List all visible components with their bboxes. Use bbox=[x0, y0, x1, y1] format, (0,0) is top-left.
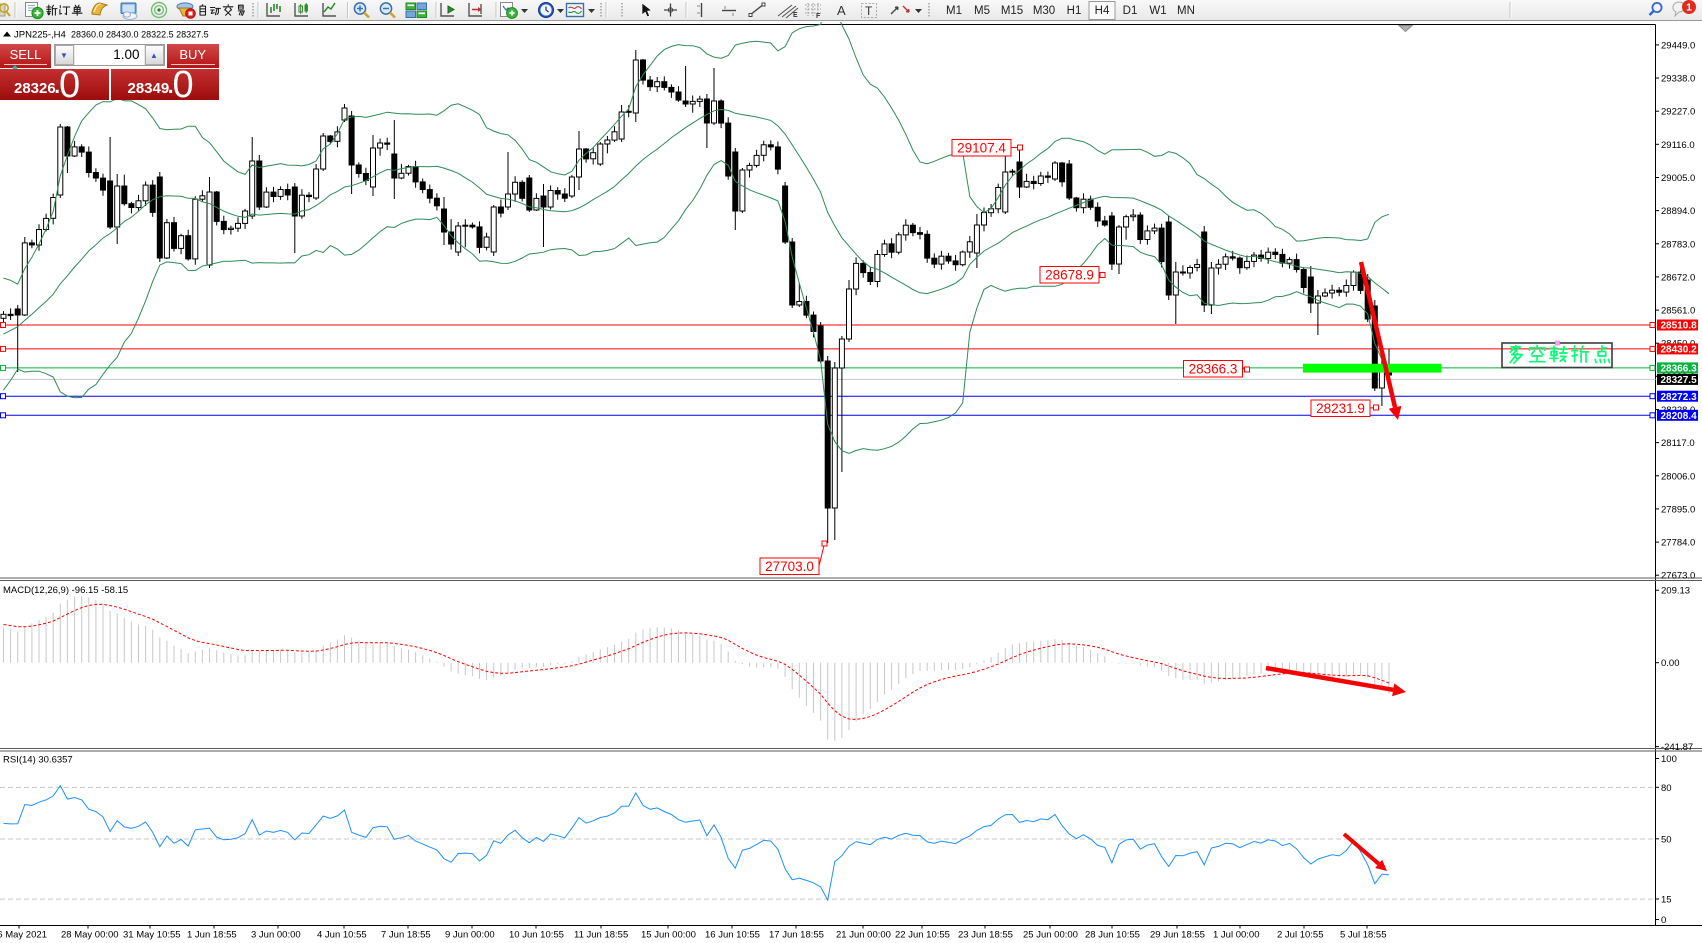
svg-text:11 Jun 18:55: 11 Jun 18:55 bbox=[574, 930, 628, 941]
svg-text:7 Jun 18:55: 7 Jun 18:55 bbox=[381, 930, 431, 941]
svg-text:28231.9: 28231.9 bbox=[1316, 401, 1365, 416]
svg-text:T: T bbox=[865, 4, 873, 18]
svg-text:H1: H1 bbox=[1067, 5, 1082, 17]
svg-text:28510.8: 28510.8 bbox=[1661, 321, 1698, 332]
svg-text:100: 100 bbox=[1661, 754, 1677, 765]
svg-text:D1: D1 bbox=[1123, 5, 1138, 17]
svg-text:10 Jun 10:55: 10 Jun 10:55 bbox=[509, 930, 564, 941]
svg-text:22 Jun 10:55: 22 Jun 10:55 bbox=[895, 930, 950, 941]
svg-text:23 Jun 18:55: 23 Jun 18:55 bbox=[958, 930, 1013, 941]
svg-text:27673.0: 27673.0 bbox=[1661, 571, 1695, 582]
svg-text:-241.87: -241.87 bbox=[1661, 742, 1693, 753]
svg-text:29005.0: 29005.0 bbox=[1661, 173, 1695, 184]
svg-text:27895.0: 27895.0 bbox=[1661, 504, 1695, 515]
svg-text:29107.4: 29107.4 bbox=[957, 141, 1006, 156]
svg-text:17 Jun 18:55: 17 Jun 18:55 bbox=[769, 930, 824, 941]
svg-text:M5: M5 bbox=[974, 5, 990, 17]
svg-text:1 Jul 00:00: 1 Jul 00:00 bbox=[1213, 930, 1259, 941]
svg-text:JPN225-,H4: JPN225-,H4 bbox=[14, 30, 66, 41]
svg-text:28208.4: 28208.4 bbox=[1661, 411, 1698, 422]
svg-text:0.00: 0.00 bbox=[1661, 658, 1680, 669]
svg-text:4 Jun 10:55: 4 Jun 10:55 bbox=[317, 930, 367, 941]
svg-text:209.13: 209.13 bbox=[1661, 586, 1690, 597]
svg-text:29449.0: 29449.0 bbox=[1661, 40, 1695, 51]
svg-text:28327.5: 28327.5 bbox=[1661, 375, 1698, 386]
svg-text:28783.0: 28783.0 bbox=[1661, 239, 1695, 250]
svg-text:M15: M15 bbox=[1001, 5, 1023, 17]
svg-text:28366.3: 28366.3 bbox=[1189, 362, 1238, 377]
svg-text:28672.0: 28672.0 bbox=[1661, 272, 1695, 283]
svg-text:9 Jun 00:00: 9 Jun 00:00 bbox=[445, 930, 495, 941]
svg-text:16 Jun 10:55: 16 Jun 10:55 bbox=[705, 930, 760, 941]
svg-text:1 Jun 18:55: 1 Jun 18:55 bbox=[187, 930, 237, 941]
svg-text:29116.0: 29116.0 bbox=[1661, 140, 1695, 151]
svg-text:M30: M30 bbox=[1033, 5, 1055, 17]
svg-text:25 Jun 00:00: 25 Jun 00:00 bbox=[1023, 930, 1078, 941]
svg-text:5 Jul 18:55: 5 Jul 18:55 bbox=[1340, 930, 1386, 941]
svg-text:29338.0: 29338.0 bbox=[1661, 74, 1695, 85]
svg-text:28678.9: 28678.9 bbox=[1045, 268, 1094, 283]
svg-text:28272.3: 28272.3 bbox=[1661, 392, 1698, 403]
svg-text:28430.2: 28430.2 bbox=[1661, 345, 1698, 356]
svg-text:15 Jun 00:00: 15 Jun 00:00 bbox=[641, 930, 696, 941]
svg-text:28 May 00:00: 28 May 00:00 bbox=[61, 930, 119, 941]
svg-text:RSI(14) 30.6357: RSI(14) 30.6357 bbox=[3, 755, 73, 766]
svg-text:A: A bbox=[837, 3, 846, 18]
svg-text:28894.0: 28894.0 bbox=[1661, 206, 1695, 217]
svg-text:1: 1 bbox=[1686, 2, 1692, 14]
svg-text:M1: M1 bbox=[946, 5, 962, 17]
svg-text:E: E bbox=[793, 12, 798, 19]
svg-text:F: F bbox=[816, 13, 821, 20]
svg-text:80: 80 bbox=[1661, 783, 1672, 794]
svg-text:MACD(12,26,9) -96.15 -58.15: MACD(12,26,9) -96.15 -58.15 bbox=[3, 585, 128, 596]
svg-text:29227.0: 29227.0 bbox=[1661, 107, 1695, 118]
svg-text:27703.0: 27703.0 bbox=[765, 559, 814, 574]
svg-text:MN: MN bbox=[1177, 5, 1195, 17]
svg-text:H4: H4 bbox=[1095, 5, 1110, 17]
svg-text:28117.0: 28117.0 bbox=[1661, 438, 1695, 449]
svg-text:50: 50 bbox=[1661, 834, 1672, 845]
svg-text:28 Jun 10:55: 28 Jun 10:55 bbox=[1085, 930, 1140, 941]
svg-text:W1: W1 bbox=[1149, 5, 1166, 17]
svg-text:28006.0: 28006.0 bbox=[1661, 471, 1695, 482]
svg-text:27784.0: 27784.0 bbox=[1661, 538, 1695, 549]
svg-text:28360.0 28430.0 28322.5 28327.: 28360.0 28430.0 28322.5 28327.5 bbox=[71, 30, 209, 40]
svg-text:28561.0: 28561.0 bbox=[1661, 306, 1695, 317]
svg-text:0: 0 bbox=[1661, 915, 1666, 926]
svg-text:28366.3: 28366.3 bbox=[1661, 364, 1698, 375]
svg-text:2 Jul 10:55: 2 Jul 10:55 bbox=[1277, 930, 1323, 941]
svg-text:15: 15 bbox=[1661, 895, 1672, 906]
svg-text:21 Jun 00:00: 21 Jun 00:00 bbox=[836, 930, 891, 941]
svg-text:26 May 2021: 26 May 2021 bbox=[0, 930, 47, 941]
svg-text:3 Jun 00:00: 3 Jun 00:00 bbox=[251, 930, 301, 941]
svg-text:31 May 10:55: 31 May 10:55 bbox=[123, 930, 181, 941]
svg-text:29 Jun 18:55: 29 Jun 18:55 bbox=[1150, 930, 1205, 941]
